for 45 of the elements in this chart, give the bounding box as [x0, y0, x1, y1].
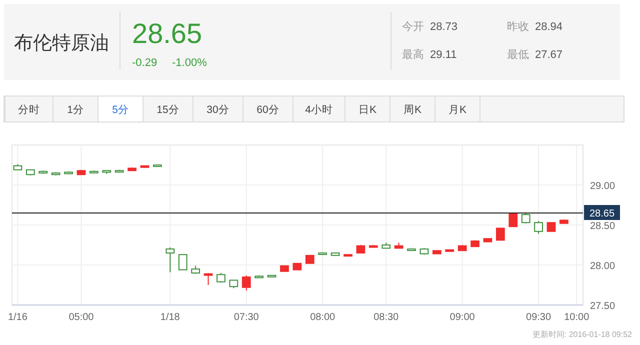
text: -0.29	[132, 57, 158, 69]
candlestick	[496, 228, 505, 241]
y-tick-label: 29.00	[590, 181, 616, 192]
y-tick-label: 28.00	[590, 261, 616, 272]
text: 月K	[448, 104, 467, 116]
y-tick-label: 28.50	[590, 221, 616, 232]
text: 日K	[358, 104, 377, 116]
candlestick	[242, 274, 251, 292]
text: 4小时	[305, 103, 333, 116]
x-tick-label: 05:00	[68, 312, 94, 323]
chart-title: 布伦特原油	[14, 33, 109, 54]
y-tick-label: 27.50	[590, 301, 616, 312]
text: 5分	[112, 104, 129, 116]
candlestick	[178, 254, 188, 270]
text: 今开	[402, 21, 424, 33]
text: 分时	[18, 103, 40, 116]
candlestick	[534, 220, 543, 234]
x-tick-label: 08:00	[310, 312, 336, 323]
text: 最低	[507, 49, 529, 61]
text: 29.11	[430, 49, 457, 61]
candlestick	[166, 246, 175, 273]
candlestick	[508, 213, 518, 228]
text: 28.73	[430, 21, 458, 33]
text: 15分	[156, 104, 180, 116]
x-tick-label: 08:30	[374, 312, 400, 323]
text: 周K	[403, 104, 422, 116]
text: 昨收	[507, 21, 529, 33]
text: -1.00%	[172, 57, 208, 69]
x-tick-label: 07:30	[234, 312, 260, 323]
x-tick-label: 1/16	[8, 312, 28, 323]
candlestick	[521, 212, 530, 224]
text: 27.67	[535, 49, 563, 61]
text: 1分	[67, 104, 84, 116]
text: 30分	[206, 104, 230, 116]
chart-subtitle: 28.65	[132, 18, 202, 49]
text: 28.94	[535, 21, 563, 33]
candlestick	[204, 272, 213, 286]
x-tick-label: 09:30	[526, 312, 552, 323]
x-tick-label: 1/18	[160, 312, 180, 323]
text: 最高	[402, 48, 424, 61]
x-tick-label: 10:00	[564, 312, 590, 323]
x-tick-label: 09:00	[450, 312, 476, 323]
text: 更新时间: 2016-01-18 09:52	[532, 330, 633, 339]
ref-line-label: 28.65	[589, 208, 615, 220]
text: 60分	[256, 104, 280, 116]
